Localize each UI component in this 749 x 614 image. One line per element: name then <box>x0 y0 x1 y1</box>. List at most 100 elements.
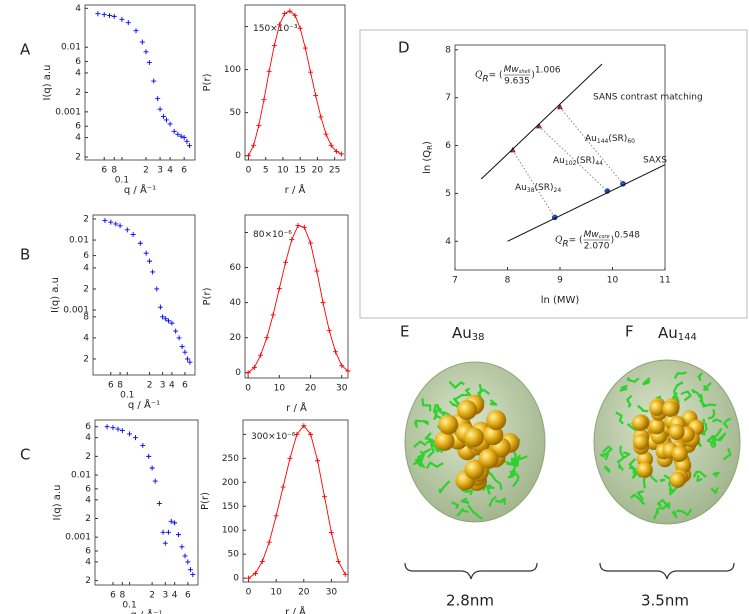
y-tick-label: 250 <box>222 454 239 464</box>
ligand <box>489 472 503 490</box>
ligand <box>413 419 423 428</box>
y-tick-label: 2 <box>83 214 89 224</box>
x-tick-label: 3 <box>160 381 166 391</box>
marker <box>318 114 324 120</box>
equation-part: 1.006 <box>535 66 561 76</box>
x-tick-label: 20 <box>305 384 317 394</box>
marker <box>297 25 303 31</box>
equation-part: ) <box>611 236 615 246</box>
marker <box>289 237 295 243</box>
x-axis-title: q / Å⁻¹ <box>124 183 156 196</box>
y-tick-label: 2 <box>85 514 91 524</box>
ligand <box>706 434 716 446</box>
x-tick-label: 0.1 <box>120 391 134 401</box>
panel-label: C <box>20 446 30 464</box>
marker <box>178 133 184 139</box>
marker <box>251 142 257 148</box>
equation-part: R <box>562 240 568 250</box>
ligand <box>486 485 495 495</box>
marker <box>124 227 130 233</box>
ligand <box>691 389 702 399</box>
text-part: 144 <box>597 138 609 145</box>
x-tick-label: 10 <box>277 166 289 176</box>
marker <box>287 455 293 461</box>
gold-atom <box>486 410 507 431</box>
ligand <box>636 490 644 501</box>
y-tick-label: 4 <box>85 495 91 505</box>
marker <box>313 92 319 98</box>
x-tick-label: 0 <box>246 588 252 598</box>
ligand <box>427 440 435 458</box>
x-tick-label: 3 <box>157 166 163 176</box>
gold-atom <box>631 414 648 431</box>
marker <box>176 335 182 341</box>
ligand <box>707 409 716 420</box>
x-tick-label: 25 <box>329 166 340 176</box>
gold-atom <box>457 399 478 420</box>
marker <box>119 428 125 434</box>
y-tick-label: 4 <box>445 237 451 247</box>
marker <box>163 117 169 123</box>
x-axis-title: r / Å <box>285 605 306 614</box>
marker <box>119 16 125 22</box>
text-part: 102 <box>565 160 577 167</box>
y-tick-label: 4 <box>83 263 89 273</box>
marker <box>162 540 168 546</box>
y-tick-label: 6 <box>75 57 81 67</box>
ligand <box>413 440 427 449</box>
y-tick-label: 50 <box>230 108 242 118</box>
y-tick-label: 0.01 <box>71 471 91 481</box>
y-tick-label: 80×10⁻⁶ <box>253 230 292 240</box>
equation-part: 2.070 <box>584 242 610 252</box>
ligand <box>495 497 505 503</box>
ligand <box>710 487 719 495</box>
y-tick-label: 100 <box>224 65 241 75</box>
ligand <box>642 377 651 386</box>
y-tick-label: 60 <box>230 263 242 273</box>
y-axis-title: I(q) a.u <box>50 277 61 313</box>
structure-size: 3.5nm <box>641 592 689 610</box>
x-tick-label: 30 <box>326 588 338 598</box>
connector <box>512 150 556 218</box>
marker <box>333 148 339 154</box>
y-axis-title: I(q) a.u <box>42 65 53 101</box>
x-tick-label: 0 <box>245 384 251 394</box>
ligand <box>512 456 520 467</box>
gold-atom <box>632 434 649 451</box>
marker <box>345 368 351 374</box>
marker <box>167 121 173 127</box>
text-part: Au <box>585 134 597 144</box>
x-tick-label: 9 <box>557 276 563 286</box>
curve <box>248 425 346 579</box>
marker <box>315 458 321 464</box>
gold-atom <box>464 459 485 480</box>
ligand <box>697 372 703 381</box>
y-tick-label: 2 <box>85 576 91 586</box>
ligand <box>467 504 483 520</box>
equation-part: ) <box>531 71 535 81</box>
structure <box>593 359 741 525</box>
ligand <box>712 471 720 478</box>
gold-atom <box>671 445 688 462</box>
marker <box>266 68 272 74</box>
x-tick-label: 15 <box>294 166 305 176</box>
text-part: Mw <box>584 230 600 240</box>
marker <box>335 558 341 564</box>
x-axis-title: q / Å⁻¹ <box>128 398 160 411</box>
marker <box>308 69 314 75</box>
ligand <box>680 390 692 402</box>
marker <box>125 20 131 26</box>
ligand <box>628 458 637 474</box>
ligand <box>713 432 727 442</box>
equation-part: 9.635 <box>504 77 530 87</box>
marker <box>320 300 326 306</box>
plot-frame <box>244 4 346 161</box>
marker <box>154 286 160 292</box>
text-part: R <box>426 145 434 150</box>
marker <box>326 328 332 334</box>
marker <box>328 142 334 148</box>
x-axis-title: q / Å⁻¹ <box>130 608 162 614</box>
text-part: Au <box>553 156 565 166</box>
y-tick-label: 0.001 <box>55 107 81 117</box>
cluster-label: Au144(SR)60 <box>585 134 635 145</box>
